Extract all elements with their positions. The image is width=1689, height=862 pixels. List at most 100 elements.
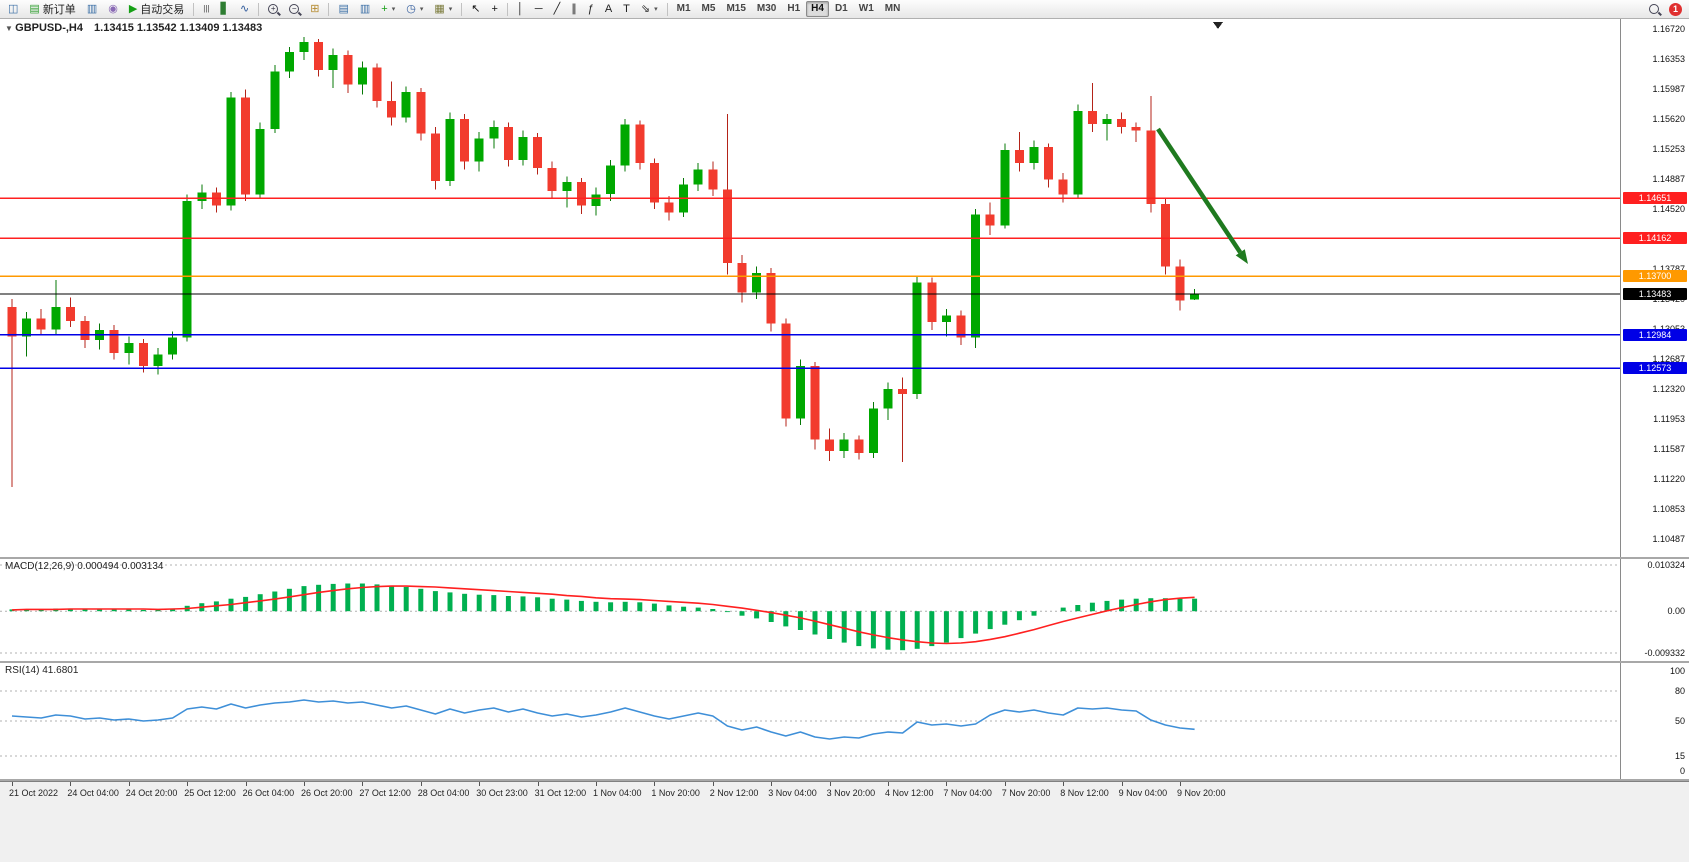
templates-icon-dropdown[interactable]: ▾ <box>448 6 453 13</box>
chart-window-icon[interactable]: ◫ <box>3 0 23 18</box>
rsi-tick: 100 <box>1669 666 1685 676</box>
arrange-windows-icon[interactable]: ▤ <box>333 0 353 18</box>
bar-chart-icon[interactable]: ||| <box>198 0 214 18</box>
time-tick <box>829 782 831 786</box>
chart-title: ▼ GBPUSD-,H4 1.13415 1.13542 1.13409 1.1… <box>5 22 262 34</box>
arrows-icon[interactable]: ⇘ ▾ <box>636 0 663 18</box>
zoom-out-icon[interactable]: − <box>284 0 304 18</box>
rsi-plot[interactable] <box>0 663 1621 779</box>
timeframe-m30[interactable]: M30 <box>756 3 777 14</box>
timeframe-w1[interactable]: W1 <box>858 3 874 14</box>
rsi-tick: 80 <box>1674 686 1685 696</box>
crosshair-icon[interactable]: + <box>486 0 502 18</box>
notification-badge[interactable]: 1 <box>1669 2 1682 16</box>
candle-body <box>1102 119 1112 124</box>
price-chart-panel[interactable]: ▼ GBPUSD-,H4 1.13415 1.13542 1.13409 1.1… <box>0 19 1689 559</box>
price-tick: 1.11953 <box>1653 414 1685 425</box>
candles-series <box>7 37 1200 488</box>
cascade-windows-icon[interactable]: ▥ <box>355 0 375 18</box>
templates-icon[interactable]: ▦ ▾ <box>429 0 457 18</box>
time-label: 7 Nov 04:00 <box>943 788 992 798</box>
candle-body <box>328 55 338 70</box>
line-chart-icon[interactable]: ∿ <box>235 0 254 18</box>
timeframe-m5[interactable]: M5 <box>701 3 716 14</box>
timeframe-m15[interactable]: M15 <box>726 3 746 14</box>
indicators-icon[interactable]: + ▾ <box>376 0 400 18</box>
auto-trading-button[interactable]: ▶ 自动交易 <box>124 0 189 18</box>
timeframe-m1[interactable]: M1 <box>676 3 691 14</box>
indicators-icon-dropdown[interactable]: ▾ <box>391 6 396 13</box>
time-tick <box>245 782 247 786</box>
macd-panel[interactable]: MACD(12,26,9) 0.000494 0.003134 0.010324… <box>0 559 1689 663</box>
trendline-icon[interactable]: ╱ <box>549 0 566 18</box>
candle-body <box>357 67 367 85</box>
trend-arrow-head[interactable] <box>1235 249 1248 264</box>
time-label: 1 Nov 20:00 <box>651 788 700 798</box>
fibonacci-icon[interactable]: ƒ <box>583 0 599 18</box>
candle-body <box>708 169 718 190</box>
macd-signal-line <box>11 585 1195 645</box>
cursor-icon[interactable]: ↖ <box>466 0 485 18</box>
time-label: 26 Oct 04:00 <box>242 788 295 798</box>
text-icon-glyph: A <box>604 3 613 15</box>
candle-body <box>314 42 324 70</box>
channel-icon[interactable]: ∥ <box>566 0 582 18</box>
chart-shift-marker[interactable] <box>1213 22 1223 29</box>
time-tick <box>1180 782 1181 786</box>
vertical-line-icon-glyph: │ <box>516 3 524 15</box>
zoom-in-icon[interactable]: + <box>263 0 283 18</box>
candlestick-chart-icon[interactable]: ▋ <box>216 0 234 18</box>
horizontal-line-icon[interactable]: ─ <box>530 0 548 18</box>
time-label: 3 Nov 04:00 <box>768 788 817 798</box>
charts-profile-icon[interactable]: ▥ <box>82 0 102 18</box>
timeframe-d1[interactable]: D1 <box>834 3 848 14</box>
candle-body <box>343 55 353 85</box>
time-axis[interactable]: 21 Oct 2022 24 Oct 04:00 24 Oct 20:00 25 Oc… <box>0 781 1689 802</box>
time-label: 2 Nov 12:00 <box>709 788 759 798</box>
search-icon[interactable] <box>1644 0 1664 18</box>
candle-body <box>138 343 148 367</box>
candle-body <box>372 67 382 101</box>
macd-plot[interactable] <box>0 559 1621 661</box>
timeframe-h1[interactable]: H1 <box>787 3 801 14</box>
price-line-label: 1.13700 <box>1623 270 1687 283</box>
templates-icon-glyph: ▦ <box>434 3 445 15</box>
text-label-icon[interactable]: T <box>618 0 635 18</box>
candle-body <box>649 163 659 203</box>
time-label: 28 Oct 04:00 <box>417 788 470 798</box>
zoom-out-icon: − <box>289 4 300 14</box>
new-order-button[interactable]: ▤ 新订单 <box>24 0 80 18</box>
toolbar-separator <box>506 2 508 16</box>
arrows-icon-dropdown[interactable]: ▾ <box>654 6 658 13</box>
price-plot[interactable] <box>0 19 1621 557</box>
sound-icon[interactable]: ◉ <box>103 0 123 18</box>
candle-body <box>1117 119 1127 128</box>
candle-body <box>51 307 61 330</box>
price-line-label: 1.12573 <box>1623 362 1687 375</box>
candle-body <box>22 318 32 337</box>
collapse-icon[interactable]: ▼ <box>5 24 16 33</box>
sound-icon-glyph: ◉ <box>108 3 118 15</box>
timeframe-h4[interactable]: H4 <box>806 1 829 17</box>
candle-body <box>752 272 762 293</box>
vertical-line-icon[interactable]: │ <box>512 0 529 18</box>
indicators-icon-glyph: + <box>381 3 388 15</box>
periods-icon-dropdown[interactable]: ▾ <box>419 6 424 13</box>
tile-windows-icon[interactable]: ⊞ <box>305 0 324 18</box>
candle-body <box>226 97 236 206</box>
rsi-panel[interactable]: RSI(14) 41.6801 100 80 50 15 0 <box>0 663 1689 781</box>
price-tick: 1.10487 <box>1652 534 1685 544</box>
trend-arrow[interactable] <box>1156 127 1243 254</box>
candle-body <box>620 124 630 166</box>
text-icon[interactable]: A <box>600 0 617 18</box>
toolbar-separator <box>666 2 668 16</box>
candle-body <box>299 42 309 52</box>
rsi-label: RSI(14) 41.6801 <box>5 665 79 676</box>
price-tick: 1.16720 <box>1652 24 1685 34</box>
periods-icon[interactable]: ◷ ▾ <box>401 0 428 18</box>
timeframe-mn[interactable]: MN <box>884 3 901 14</box>
toolbar: ◫ ▤ 新订单 ▥ ◉ ▶ 自动交易 ||| ▋ ∿ + − ⊞ ▤ ▥ + ▾ ◷ ▾ ▦ ▾ ↖ + │ ─ ╱ ∥ ƒ A T ⇘ ▾ M… <box>0 0 1689 19</box>
time-tick <box>128 782 130 786</box>
time-label: 8 Nov 12:00 <box>1060 788 1109 798</box>
price-tick: 1.12320 <box>1652 384 1685 395</box>
